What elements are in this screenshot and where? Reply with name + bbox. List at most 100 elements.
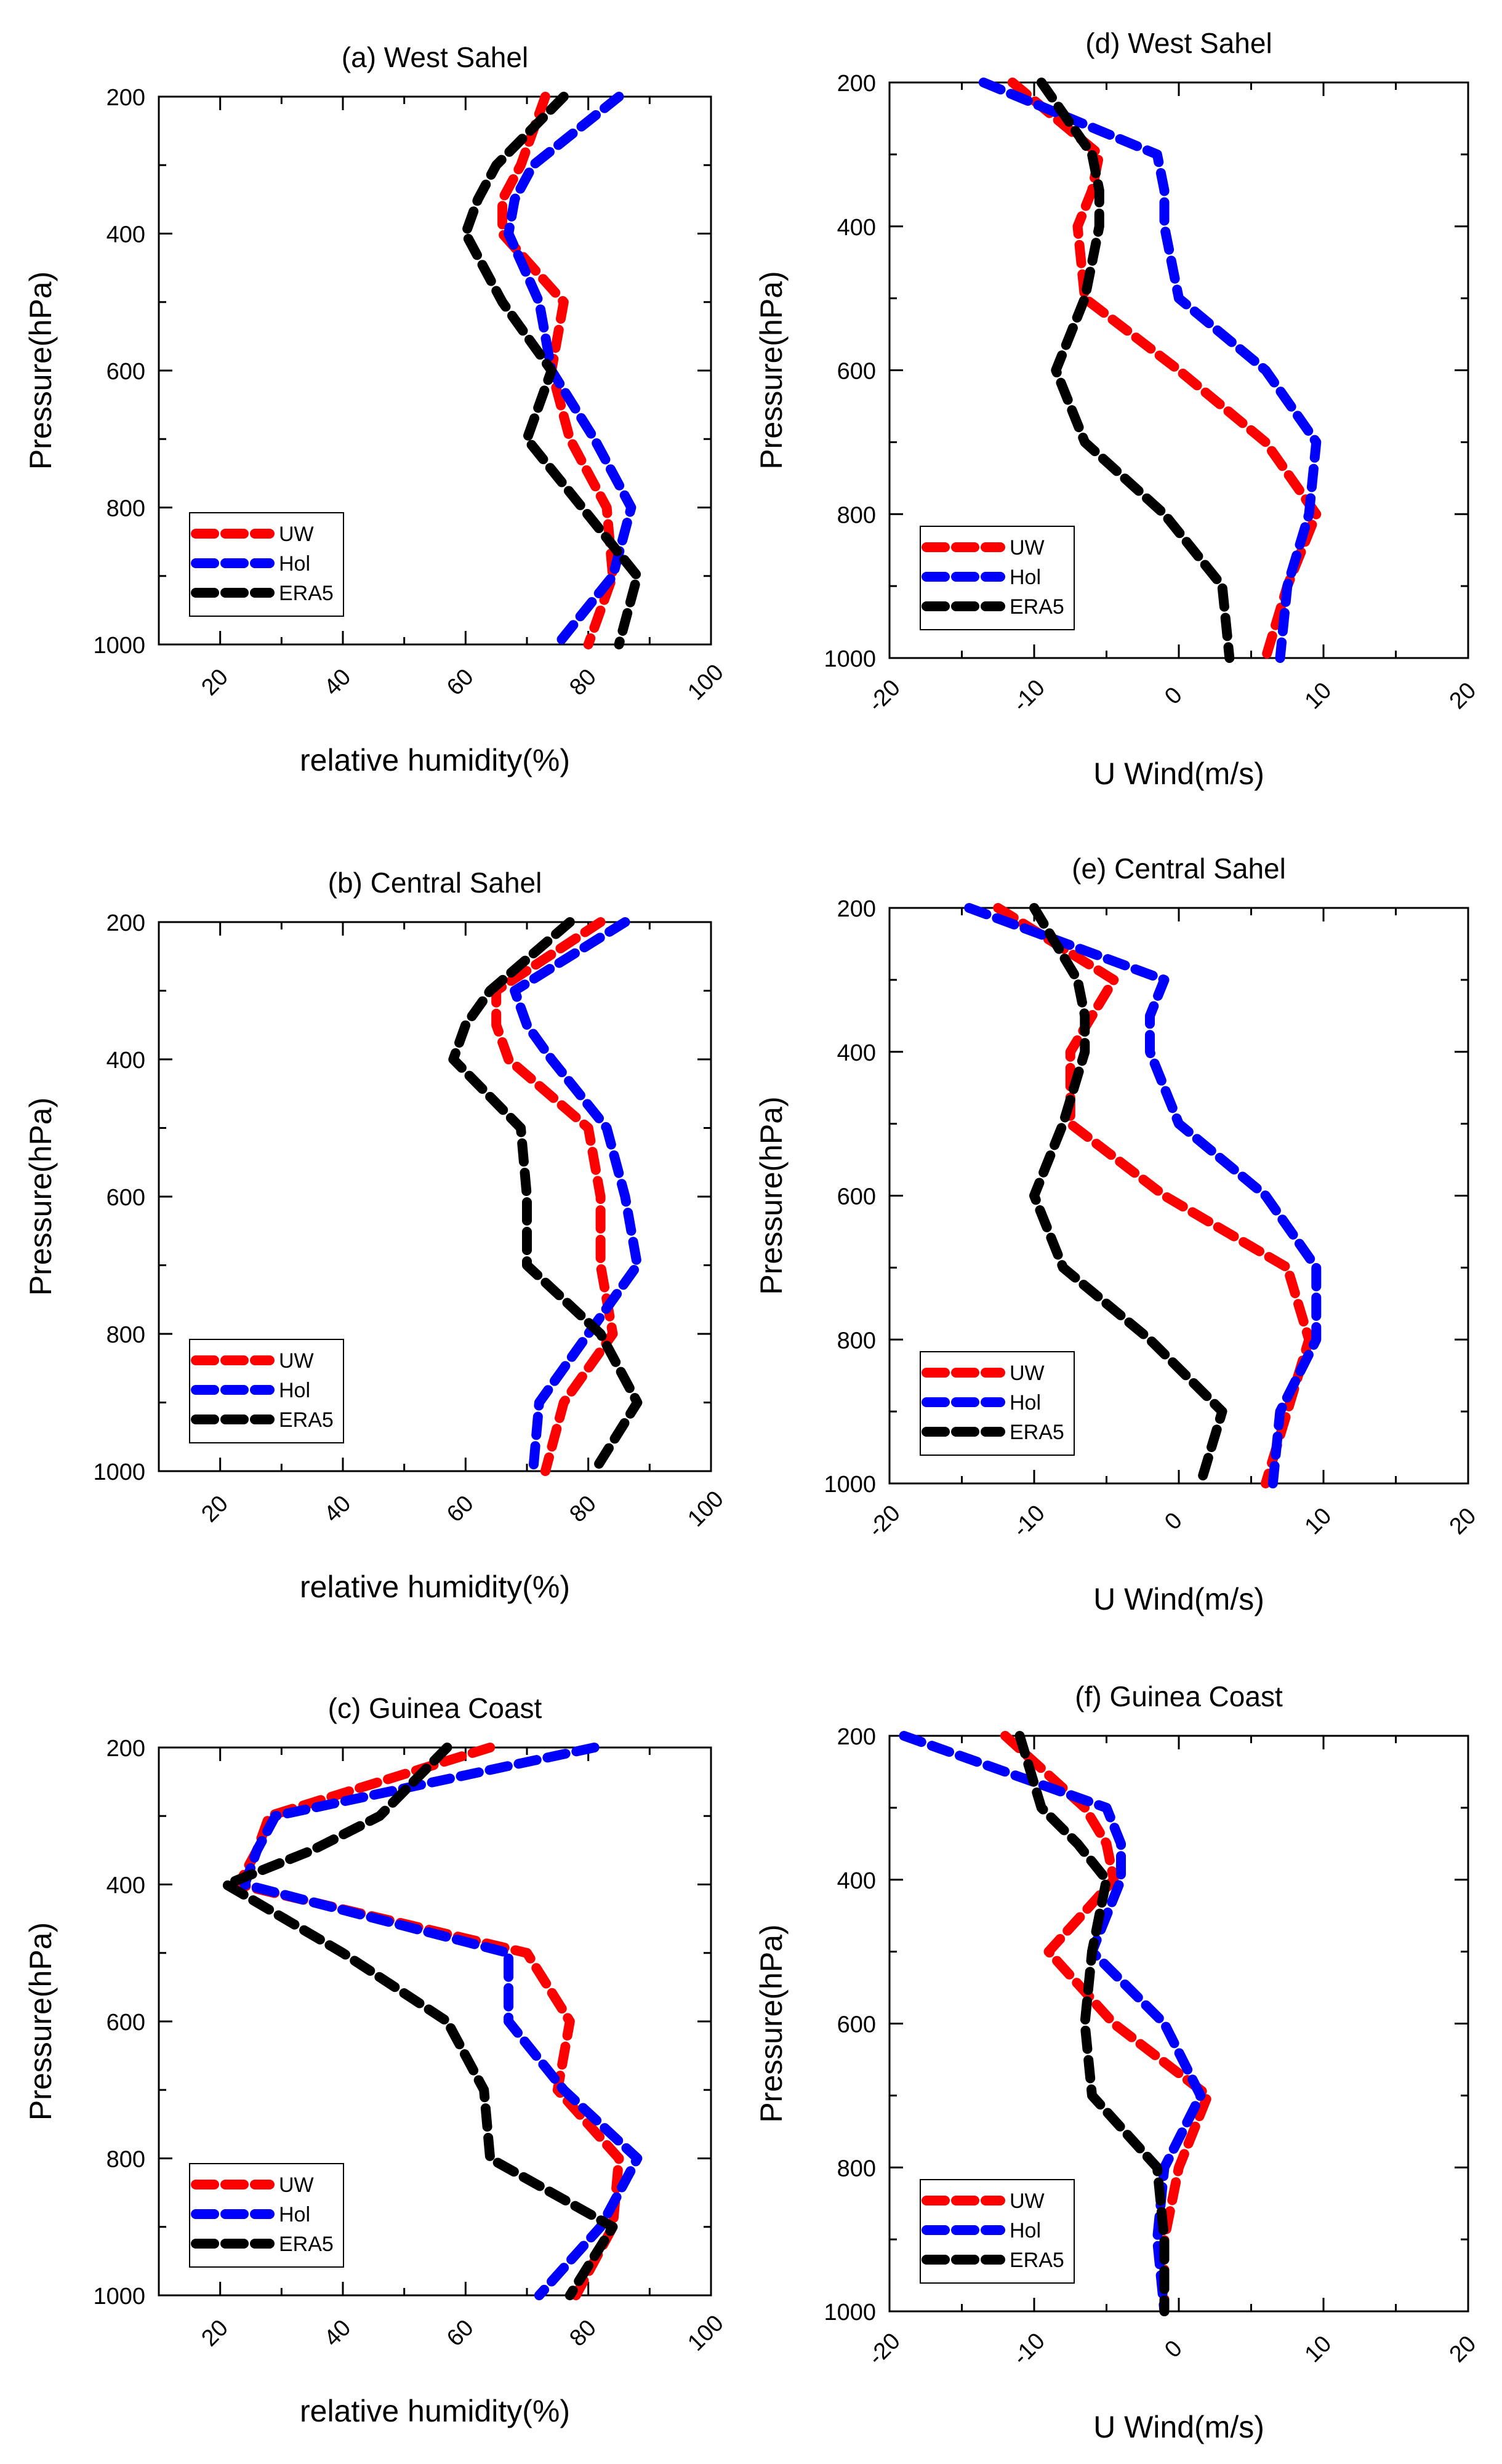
y-tick-label: 200 [106, 1736, 145, 1762]
y-tick-label: 600 [106, 1185, 145, 1211]
legend-label-era5: ERA5 [279, 582, 334, 605]
x-tick-label: 60 [442, 664, 479, 701]
chart-title: (b) Central Sahel [328, 867, 542, 899]
y-tick-label: 400 [106, 1048, 145, 1073]
y-axis-label: Pressure(hPa) [754, 1924, 789, 2122]
y-tick-label: 1000 [824, 1472, 876, 1498]
y-tick-label: 1000 [93, 633, 145, 659]
y-tick-label: 400 [837, 1040, 876, 1066]
x-tick-label: 100 [683, 1486, 729, 1532]
x-tick-label: 0 [1160, 1507, 1187, 1535]
legend-label-era5: ERA5 [1010, 595, 1064, 619]
x-tick-label: 40 [319, 664, 356, 701]
y-tick-label: 800 [106, 496, 145, 522]
y-tick-label: 600 [106, 2010, 145, 2036]
y-tick-label: 200 [106, 85, 145, 111]
y-tick-label: 400 [837, 215, 876, 241]
y-axis-label: Pressure(hPa) [23, 271, 58, 470]
series-line-hol [239, 1743, 643, 2300]
legend-label-hol: Hol [279, 2203, 310, 2226]
series-line-era5 [1029, 903, 1227, 1488]
x-tick-label: 10 [1300, 2331, 1337, 2368]
panel-b: (b) Central Sahel 200 400 600 800 1000 20 40 60 8… [23, 867, 729, 1604]
y-tick-label: 200 [106, 910, 145, 936]
x-tick-label: -20 [863, 1500, 906, 1543]
panel-c: (c) Guinea Coast 200 400 600 800 1000 20 40 60 80… [23, 1692, 729, 2428]
y-tick-label: 800 [837, 2156, 876, 2181]
x-tick-label: 20 [1445, 1503, 1482, 1540]
x-tick-label: -20 [863, 675, 906, 717]
series-line-uw [497, 92, 618, 649]
x-tick-label: -10 [1008, 675, 1050, 717]
x-tick-label: 100 [683, 2310, 729, 2356]
x-axis-label: relative humidity(%) [300, 1570, 570, 1604]
x-axis-label: U Wind(m/s) [1093, 756, 1264, 791]
x-tick-label: 60 [442, 1491, 479, 1528]
chart-title: (c) Guinea Coast [328, 1692, 542, 1724]
legend-label-uw: UW [1010, 2189, 1045, 2213]
x-tick-label: 0 [1160, 682, 1187, 710]
y-tick-label: 800 [837, 502, 876, 528]
panel-a: (a) West Sahel 200 400 600 800 1000 20 40 60 80 10… [23, 41, 729, 777]
y-tick-label: 800 [106, 2147, 145, 2173]
y-tick-label: 200 [837, 896, 876, 922]
legend-label-uw: UW [279, 523, 314, 546]
series-line-era5 [221, 1743, 618, 2300]
panel-d: (d) West Sahel 200 400 600 800 1000 -20 -10 0 10 2… [754, 27, 1481, 791]
x-tick-label: 20 [196, 1491, 233, 1528]
y-tick-label: 400 [106, 1873, 145, 1899]
legend-label-uw: UW [1010, 1362, 1045, 1385]
legend-label-era5: ERA5 [279, 2233, 334, 2256]
y-axis-label: Pressure(hPa) [23, 1922, 58, 2121]
series-line-uw [491, 917, 618, 1476]
x-axis-label: relative humidity(%) [300, 743, 570, 777]
x-tick-label: 40 [319, 2315, 356, 2352]
series-line-era5 [448, 917, 643, 1476]
y-tick-label: 200 [837, 71, 876, 97]
series-line-hol [964, 903, 1322, 1488]
y-tick-label: 1000 [824, 2300, 876, 2326]
x-tick-label: -10 [1008, 1500, 1050, 1543]
panel-f: (f) Guinea Coast 200 400 600 800 1000-20 -10 0 1… [754, 1680, 1481, 2444]
x-tick-label: -20 [863, 2328, 906, 2370]
legend-label-uw: UW [279, 2173, 314, 2197]
x-tick-label: 80 [564, 1491, 601, 1528]
y-tick-label: 600 [837, 359, 876, 385]
x-tick-label: 10 [1300, 678, 1337, 715]
legend-label-era5: ERA5 [279, 1408, 334, 1432]
series-line-hol [504, 92, 637, 649]
chart-title: (e) Central Sahel [1072, 853, 1286, 885]
legend-label-uw: UW [279, 1349, 314, 1373]
chart-title: (f) Guinea Coast [1075, 1680, 1283, 1712]
legend-label-hol: Hol [279, 1379, 310, 1402]
series-line-era5 [460, 92, 643, 649]
x-tick-label: 20 [1445, 678, 1482, 715]
x-axis-label: U Wind(m/s) [1093, 2410, 1264, 2444]
x-tick-label: 60 [442, 2315, 479, 2352]
y-tick-label: 600 [106, 359, 145, 385]
y-tick-label: 1000 [93, 2284, 145, 2309]
x-tick-label: 40 [319, 1491, 356, 1528]
x-tick-label: 80 [564, 664, 601, 701]
series-line-era5 [1036, 78, 1235, 663]
legend-label-era5: ERA5 [1010, 2249, 1064, 2272]
y-tick-label: 800 [837, 1328, 876, 1354]
x-tick-label: 80 [564, 2315, 601, 2352]
x-tick-label: 100 [683, 659, 729, 705]
y-axis-label: Pressure(hPa) [23, 1098, 58, 1296]
series-line-era5 [1014, 1731, 1170, 2316]
legend-label-uw: UW [1010, 536, 1045, 560]
y-tick-label: 400 [837, 1868, 876, 1894]
x-tick-label: 20 [1445, 2331, 1482, 2368]
chart-title: (a) West Sahel [342, 41, 528, 73]
x-tick-label: 0 [1160, 2335, 1187, 2363]
series-line-hol [978, 78, 1322, 663]
legend-label-era5: ERA5 [1010, 1421, 1064, 1444]
legend-label-hol: Hol [279, 552, 310, 576]
x-tick-label: 20 [196, 664, 233, 701]
x-tick-label: -10 [1008, 2328, 1050, 2370]
legend-label-hol: Hol [1010, 566, 1041, 589]
x-tick-label: 20 [196, 2315, 233, 2352]
chart-title: (d) West Sahel [1085, 27, 1272, 59]
